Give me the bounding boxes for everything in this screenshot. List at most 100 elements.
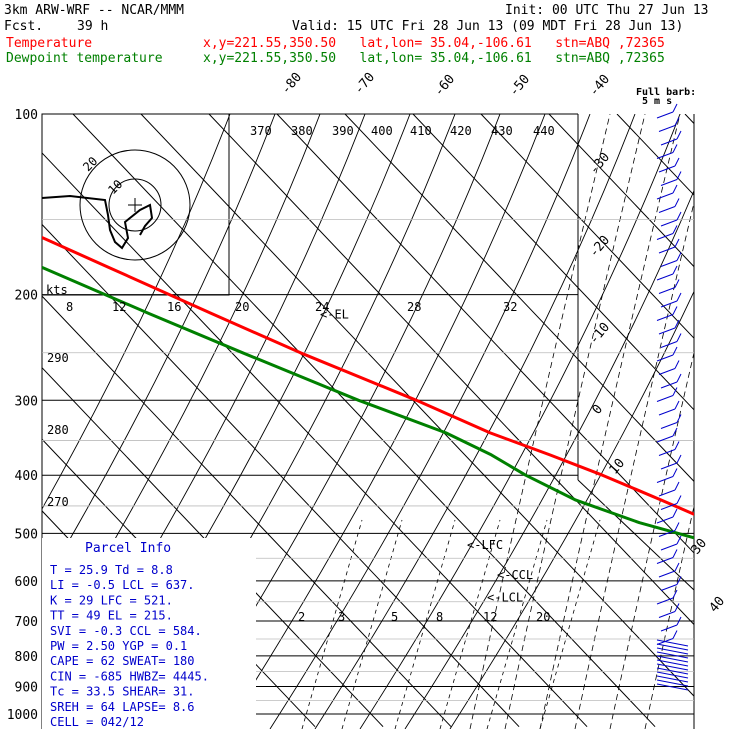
barb-column-diagonal	[577, 479, 695, 591]
isotherm-10	[480, 114, 694, 339]
moist-adiabat-1	[504, 114, 646, 729]
parcel-info-row-8: Tc = 33.5 SHEAR= 31.	[50, 685, 195, 699]
wind-barb-flag-32	[676, 535, 682, 545]
wind-barb-2	[660, 138, 678, 146]
parcel-info-row-5: PW = 2.50 YGP = 0.1	[50, 639, 187, 653]
isotherm--50	[72, 114, 656, 728]
wind-barb-27	[656, 476, 674, 483]
isotherm-label-30: 30	[689, 536, 711, 558]
dry-adiabat-11	[404, 189, 694, 729]
theta-label-3: 400	[371, 124, 393, 138]
barb-key-line1: Full barb:	[636, 87, 696, 98]
wind-barb-flag-24	[672, 427, 678, 437]
wind-barb-12	[656, 273, 674, 281]
parcel-info-row-4: SVI = -0.3 CCL = 584.	[50, 624, 202, 638]
level-marker-3: <-LCL	[487, 590, 523, 604]
wind-barb-15	[656, 314, 674, 321]
lower-wind-barb-4	[656, 655, 689, 663]
mixing-ratio-label-0: 2	[298, 610, 305, 624]
parcel-info-row-0: T = 25.9 Td = 8.8	[50, 563, 173, 577]
wind-barb-3	[656, 152, 674, 159]
dry-adiabat-8	[269, 114, 591, 729]
wind-barb-6	[656, 192, 674, 200]
wind-barb-flag-7	[674, 198, 680, 207]
dry-adiabat-9	[314, 114, 636, 729]
wind-barb-28	[658, 489, 676, 497]
dry-adiabat-0	[42, 114, 231, 510]
isotherm-label--80: -80	[279, 70, 306, 98]
parcel-info-row-6: CAPE = 62 SWEAT= 180	[50, 654, 195, 668]
wind-barb-flag-3	[672, 144, 678, 153]
pressure-label-800: 800	[15, 650, 38, 665]
valid-time: Valid: 15 UTC Fri 28 Jun 13 (09 MDT Fri …	[292, 19, 684, 34]
mixing-ratio-line-5	[539, 519, 601, 729]
lower-wind-barb-6	[656, 663, 689, 671]
wind-barb-10	[658, 246, 676, 254]
pressure-label-400: 400	[15, 469, 38, 484]
wind-barb-9	[656, 233, 674, 240]
thetae-label-0: 8	[66, 300, 73, 314]
wind-barb-flag-11	[676, 252, 682, 261]
wind-barb-18	[656, 354, 674, 362]
wind-barb-flag-37	[674, 603, 680, 612]
wind-barb-flag-20	[676, 373, 682, 383]
forecast-hours: 39 h	[77, 19, 109, 34]
isotherm--90	[42, 366, 384, 728]
wind-barb-32	[660, 543, 678, 551]
wind-barb-8	[660, 219, 678, 227]
wind-barb-flag-19	[674, 360, 680, 369]
wind-barb-19	[658, 368, 676, 375]
wind-barb-7	[658, 206, 676, 213]
wind-barb-flag-10	[674, 238, 680, 248]
pressure-label-700: 700	[15, 615, 38, 630]
wind-barb-flag-31	[674, 522, 680, 531]
wind-barb-22	[658, 408, 676, 416]
wind-barb-flag-15	[672, 306, 678, 315]
pressure-label-600: 600	[15, 575, 38, 590]
mixing-ratio-label-4: 12	[483, 610, 497, 624]
thetae-left-label-1: 280	[47, 423, 69, 437]
wind-barb-flag-26	[676, 454, 682, 464]
moist-adiabat-4	[609, 351, 694, 729]
pressure-label-500: 500	[15, 527, 38, 542]
wind-barb-flag-4	[674, 157, 680, 167]
dewpoint-profile	[42, 265, 694, 540]
wind-barb-flag-28	[674, 481, 680, 491]
lower-wind-barb-0	[656, 639, 689, 647]
temperature-profile	[42, 235, 694, 516]
forecast-label: Fcst.	[4, 19, 44, 34]
wind-barb-flag-39	[672, 630, 678, 639]
wind-barb-flag-2	[676, 130, 682, 140]
wind-barb-0	[656, 111, 674, 119]
thetae-label-5: 28	[407, 300, 421, 314]
moist-adiabat-5	[644, 504, 694, 729]
lower-wind-barb-10	[656, 679, 689, 687]
wind-barb-24	[656, 435, 674, 443]
lower-wind-barb-11	[656, 683, 689, 691]
mixing-ratio-label-1: 3	[338, 610, 345, 624]
pressure-label-200: 200	[15, 289, 38, 304]
pressure-label-1000: 1000	[7, 708, 38, 723]
wind-barb-flag-27	[672, 468, 678, 477]
isotherm-0	[412, 114, 694, 411]
theta-label-4: 410	[410, 124, 432, 138]
wind-barb-flag-38	[676, 616, 682, 626]
wind-barb-37	[658, 611, 676, 618]
barb-key-line2: 5 m s	[642, 96, 672, 107]
thetae-label-2: 16	[167, 300, 181, 314]
lower-wind-barb-2	[656, 647, 689, 655]
wind-barb-flag-6	[672, 184, 678, 194]
mixing-ratio-label-2: 5	[391, 610, 398, 624]
dewpoint-location: x,y=221.55,350.50 lat,lon= 35.04,-106.61…	[203, 51, 665, 66]
theta-label-2: 390	[332, 124, 354, 138]
moist-adiabat-2	[539, 114, 681, 729]
hodograph-ring-label-20: 20	[80, 154, 100, 174]
wind-barb-flag-33	[672, 549, 678, 558]
dry-adiabat-12	[449, 290, 694, 729]
mixing-ratio-line-0	[301, 519, 363, 729]
mixing-ratio-label-3: 8	[436, 610, 443, 624]
wind-barb-flag-16	[674, 319, 680, 329]
wind-barb-17	[660, 341, 678, 348]
lower-wind-barb-1	[656, 643, 689, 651]
wind-barb-4	[658, 165, 676, 173]
